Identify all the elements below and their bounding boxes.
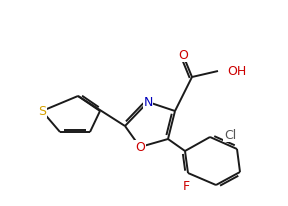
Text: F: F (182, 180, 190, 193)
Text: Cl: Cl (224, 129, 236, 142)
Text: O: O (135, 141, 145, 154)
Text: O: O (178, 49, 188, 62)
Text: N: N (143, 96, 153, 109)
Text: S: S (38, 105, 46, 118)
Text: OH: OH (227, 65, 246, 78)
